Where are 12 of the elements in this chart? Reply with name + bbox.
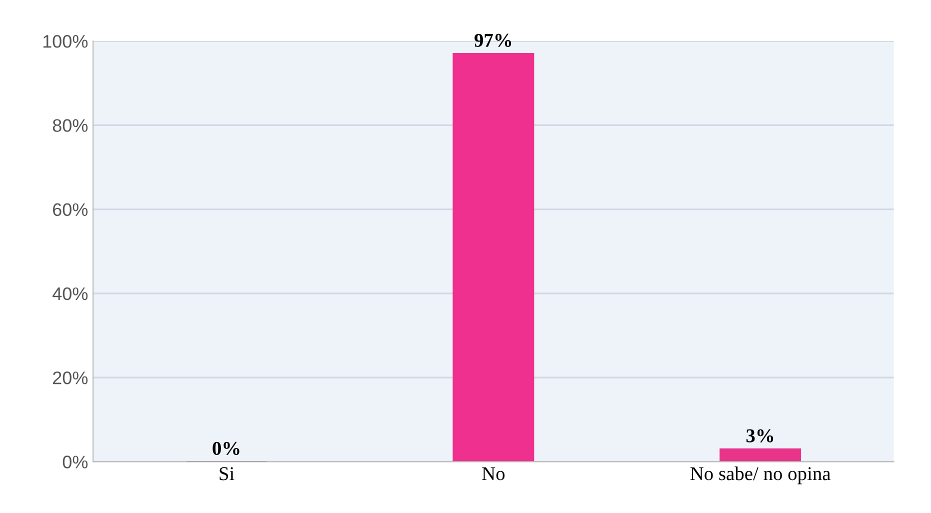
y-tick-label: 60%	[53, 203, 88, 216]
x-tick-label: Si	[220, 467, 234, 480]
y-tick-label: 40%	[52, 287, 88, 300]
y-tick-label: 100%	[43, 34, 88, 48]
x-tick-label: No	[482, 467, 505, 480]
y-tick-label: 80%	[52, 119, 88, 132]
data-label: 3%	[746, 429, 774, 442]
x-tick-label: No sabe/ no opina	[690, 466, 831, 484]
y-tick-label: 0%	[62, 456, 88, 468]
data-label: 97%	[474, 34, 512, 47]
y-tick-label: 20%	[53, 372, 88, 384]
data-label: 0%	[212, 442, 240, 456]
